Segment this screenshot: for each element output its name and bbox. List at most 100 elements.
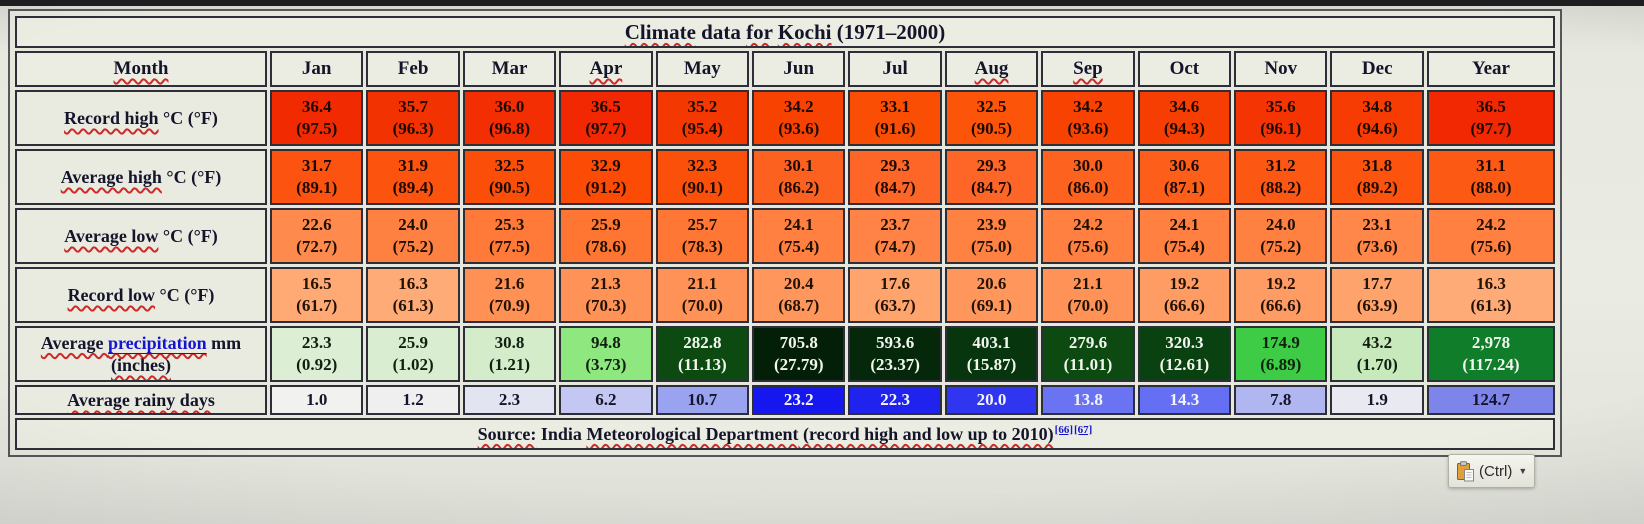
cell-value: 43.2 <box>1362 333 1393 353</box>
text-part: Jan <box>301 58 332 79</box>
cell-record-low-sep: 21.1 (70.0) <box>1041 267 1135 323</box>
cell-value-secondary: (69.1) <box>971 296 1013 315</box>
cell-value: 21.1 <box>687 274 718 294</box>
row-label-line1: Average rainy days <box>19 389 263 412</box>
cell-value-secondary: (3.73) <box>585 355 627 374</box>
text-part: for <box>746 19 773 44</box>
cell-average-low-oct: 24.1 (75.4) <box>1137 208 1232 264</box>
text-part: Record low <box>67 284 156 305</box>
cell-average-high-sep: 30.0 (86.0) <box>1041 149 1135 205</box>
cell-value: 32.5 <box>976 97 1007 117</box>
cell-value: 403.1 <box>972 333 1011 353</box>
cell-rainy-days-jul: 22.3 <box>848 385 942 415</box>
climate-table: Climate data for Kochi (1971–2000) Month J… <box>12 13 1558 453</box>
cell-value-secondary: (117.24) <box>1462 355 1520 374</box>
column-header-jan: Jan <box>270 51 364 87</box>
text-part: Average high <box>60 166 162 187</box>
cell-average-low-dec: 23.1 (73.6) <box>1330 208 1424 264</box>
cell-value-secondary: (63.9) <box>1356 296 1398 315</box>
cell-record-high-feb: 35.7 (96.3) <box>366 90 460 146</box>
cell-value: 24.1 <box>1169 215 1200 235</box>
cell-value: 279.6 <box>1068 333 1108 353</box>
cell-precipitation-aug: 403.1 (15.87) <box>944 326 1039 382</box>
cell-value: 20.0 <box>976 390 1007 410</box>
cell-rainy-days-jun: 23.2 <box>752 385 846 415</box>
cell-record-high-sep: 34.2 (93.6) <box>1041 90 1135 146</box>
cell-value: 30.8 <box>494 333 525 353</box>
cell-record-high-jul: 33.1 (91.6) <box>848 90 942 146</box>
cell-average-high-may: 32.3 (90.1) <box>655 149 750 205</box>
dropdown-caret-icon[interactable]: ▼ <box>1518 466 1528 476</box>
text-part: (record high and low up to 2010) <box>798 423 1054 444</box>
cell-average-low-jan: 22.6 (72.7) <box>270 208 364 264</box>
source-ref-link[interactable]: [66] <box>1054 423 1073 436</box>
cell-value: 24.2 <box>1073 215 1103 235</box>
cell-value-secondary: (96.1) <box>1260 119 1302 138</box>
cell-average-high-apr: 32.9 (91.2) <box>559 149 653 205</box>
text-part: Month <box>113 58 169 79</box>
paste-options-button[interactable]: (Ctrl) ▼ <box>1448 454 1536 488</box>
cell-rainy-days-year: 124.7 <box>1426 385 1555 415</box>
cell-value: 25.9 <box>591 215 621 235</box>
column-header-may: May <box>655 51 750 87</box>
cell-value-secondary: (97.7) <box>1470 119 1512 138</box>
cell-value: 36.4 <box>301 97 332 117</box>
cell-value-secondary: (70.0) <box>1067 296 1109 315</box>
cell-value-secondary: (93.6) <box>778 119 820 138</box>
row-label-average-high: Average high °C (°F) <box>15 149 267 205</box>
row-label-line1: Average low °C (°F) <box>19 225 263 248</box>
cell-record-low-jul: 17.6 (63.7) <box>848 267 942 323</box>
cell-average-high-aug: 29.3 (84.7) <box>944 149 1039 205</box>
cell-value-secondary: (1.21) <box>488 355 531 374</box>
text-part: °C (°F) <box>158 225 218 246</box>
text-part: Feb <box>397 58 429 79</box>
row-average-high: Average high °C (°F) 31.7 (89.1) 31.9 (89.4)… <box>15 149 1555 205</box>
paste-button-label: (Ctrl) <box>1479 462 1513 480</box>
text-part: Source: <box>477 423 537 444</box>
cell-value-secondary: (75.6) <box>1067 237 1109 256</box>
cell-value: 34.2 <box>1073 97 1103 117</box>
text-part: Year <box>1472 58 1510 79</box>
cell-precipitation-year: 2,978 (117.24) <box>1426 326 1555 382</box>
text-part: Average rainy days <box>67 389 215 410</box>
cell-value: 16.5 <box>301 274 332 294</box>
column-header-mar: Mar <box>462 51 557 87</box>
text-part: (inches) <box>111 355 171 375</box>
column-header-month: Month <box>15 51 267 87</box>
cell-value-secondary: (78.6) <box>585 237 627 256</box>
cell-value: 16.3 <box>398 274 428 294</box>
cell-value-secondary: (93.6) <box>1067 119 1109 138</box>
cell-value-secondary: (91.6) <box>874 119 916 138</box>
cell-average-low-mar: 25.3 (77.5) <box>462 208 557 264</box>
cell-precipitation-oct: 320.3 (12.61) <box>1137 326 1232 382</box>
cell-value-secondary: (95.4) <box>681 119 723 138</box>
cell-value: 21.1 <box>1073 274 1103 294</box>
column-header-dec: Dec <box>1330 51 1424 87</box>
cell-precipitation-sep: 279.6 (11.01) <box>1041 326 1135 382</box>
text-part: Aug <box>974 58 1009 79</box>
source-ref-link[interactable]: [67] <box>1074 423 1093 436</box>
cell-precipitation-nov: 174.9 (6.89) <box>1234 326 1328 382</box>
cell-precipitation-mar: 30.8 (1.21) <box>462 326 557 382</box>
cell-rainy-days-sep: 13.8 <box>1041 385 1135 415</box>
cell-record-high-year: 36.5 (97.7) <box>1426 90 1555 146</box>
cell-value: 13.8 <box>1073 390 1103 410</box>
row-rainy-days: Average rainy days 1.0 1.2 2.3 6.2 10.7 23.2 22… <box>15 385 1555 415</box>
column-header-jul: Jul <box>848 51 942 87</box>
column-header-nov: Nov <box>1234 51 1328 87</box>
cell-record-low-nov: 19.2 (66.6) <box>1234 267 1328 323</box>
row-label-rainy-days: Average rainy days <box>15 385 267 415</box>
row-label-line1: Average precipitation mm <box>19 332 263 355</box>
row-label-line1: Record low °C (°F) <box>19 284 263 307</box>
cell-value: 23.1 <box>1362 215 1393 235</box>
cell-record-low-mar: 21.6 (70.9) <box>462 267 557 323</box>
cell-value-secondary: (61.3) <box>1470 296 1512 315</box>
cell-value-secondary: (11.13) <box>678 355 727 374</box>
cell-value: 282.8 <box>683 333 722 353</box>
cell-average-high-feb: 31.9 (89.4) <box>366 149 460 205</box>
cell-value: 23.2 <box>783 390 814 410</box>
cell-value: 29.3 <box>976 156 1007 176</box>
header-row: Month Jan Feb Mar Apr May Jun Jul Aug Sep Oct Nov De… <box>15 51 1555 87</box>
cell-rainy-days-may: 10.7 <box>655 385 750 415</box>
precipitation-link[interactable]: precipitation <box>107 332 207 353</box>
